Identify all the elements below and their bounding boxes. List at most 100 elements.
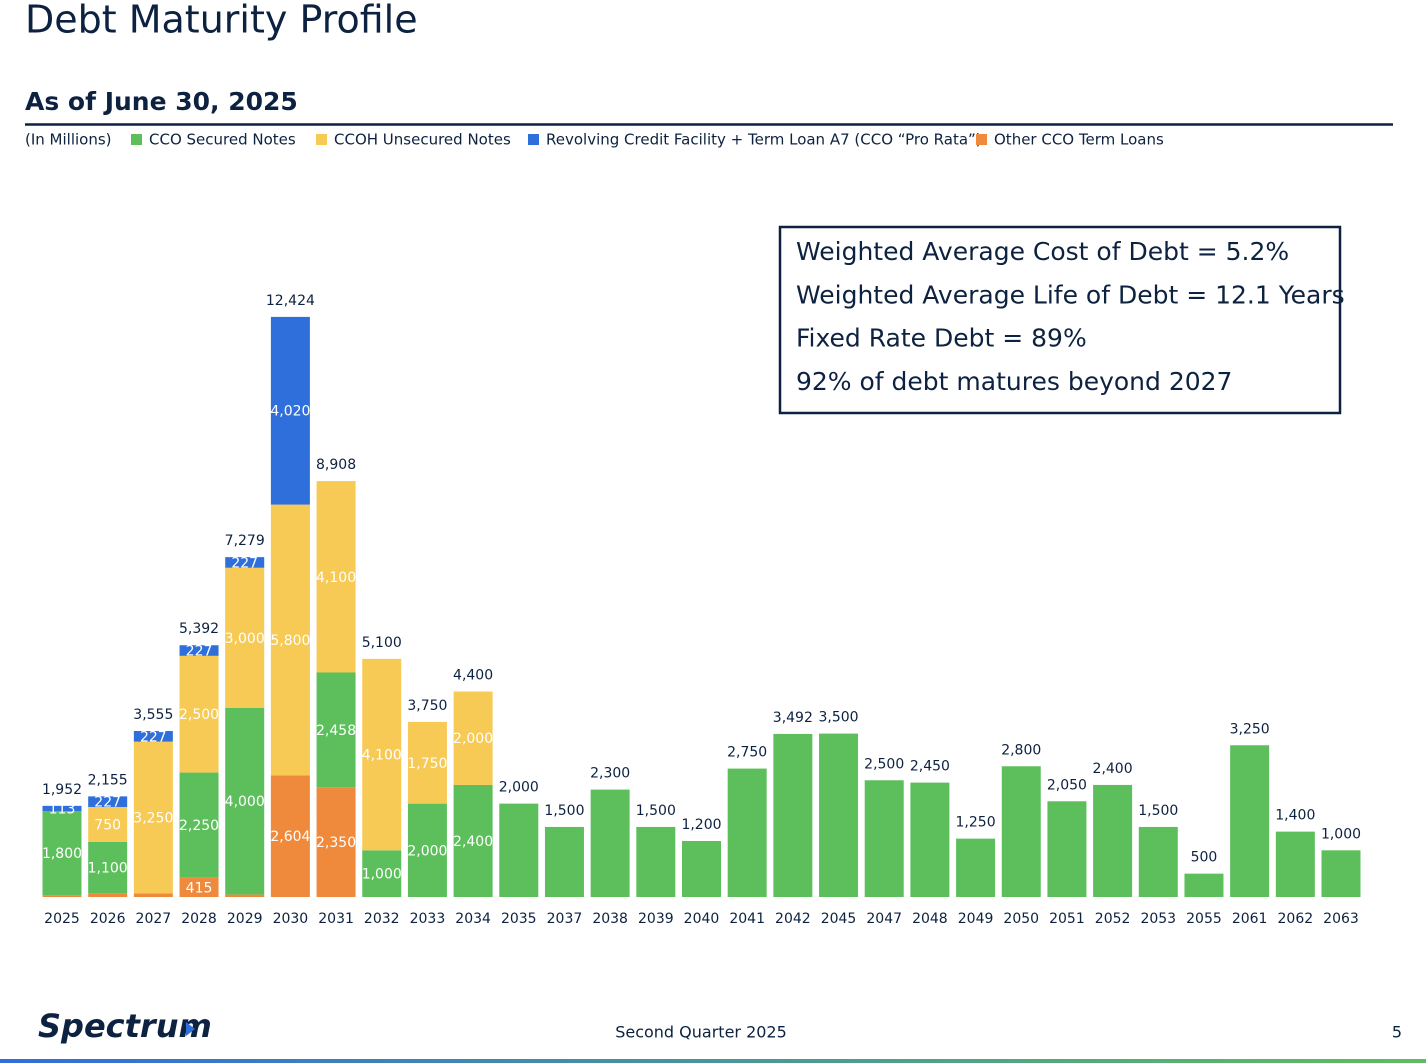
annotation: Weighted Average Life of Debt = 12.1 Yea… [796, 280, 1345, 309]
x-tick-label: 2029 [227, 911, 263, 927]
bar-segment [1093, 784, 1133, 897]
x-tick-label: 2063 [1323, 911, 1359, 927]
bar-segment [453, 691, 493, 785]
bar-segment [1047, 801, 1087, 897]
bar-segment [407, 721, 447, 804]
bar-segment [316, 481, 356, 673]
bar-segment [1001, 766, 1041, 897]
bar-segment [1184, 873, 1224, 897]
bar-segment [1275, 831, 1315, 897]
total-label: 3,492 [773, 710, 813, 726]
total-label: 1,200 [681, 817, 721, 833]
bar-segment [133, 731, 173, 742]
legend-swatch [316, 134, 327, 145]
segment-label: 750 [94, 817, 121, 833]
total-label: 1,500 [544, 803, 584, 819]
legend-label: CCOH Unsecured Notes [334, 131, 511, 149]
total-label: 1,500 [636, 803, 676, 819]
legend-swatch [976, 134, 987, 145]
bar-segment [179, 877, 219, 897]
total-label: 2,400 [1093, 761, 1133, 777]
bar-segment [819, 733, 859, 897]
bar-segment [590, 789, 630, 897]
x-tick-label: 2032 [364, 911, 400, 927]
total-label: 1,250 [956, 815, 996, 831]
bar-segment [727, 768, 767, 897]
legend-label: Other CCO Term Loans [994, 131, 1164, 149]
bar-segment [225, 894, 265, 897]
total-label: 2,155 [88, 772, 128, 788]
x-tick-label: 2031 [318, 911, 354, 927]
x-tick-label: 2053 [1140, 911, 1176, 927]
x-tick-label: 2030 [273, 911, 309, 927]
bar-segment [88, 806, 128, 842]
legend-label: Revolving Credit Facility + Term Loan A7… [546, 131, 982, 149]
bar-segment [88, 893, 128, 897]
bar-segment [864, 780, 904, 897]
segment-label: 2,458 [316, 723, 356, 739]
legend-label: CCO Secured Notes [149, 131, 296, 149]
total-label: 5,392 [179, 621, 219, 637]
total-label: 2,450 [910, 759, 950, 775]
segment-label: 227 [186, 644, 213, 660]
x-tick-label: 2027 [136, 911, 172, 927]
segment-label: 227 [94, 795, 121, 811]
x-tick-label: 2041 [729, 911, 765, 927]
x-tick-label: 2033 [410, 911, 446, 927]
x-tick-label: 2040 [684, 911, 720, 927]
x-tick-label: 2048 [912, 911, 948, 927]
total-label: 8,908 [316, 457, 356, 473]
bar-segment [544, 826, 584, 897]
total-label: 1,952 [42, 782, 82, 798]
bar-segment [270, 504, 310, 776]
units-note: (In Millions) [25, 131, 112, 149]
x-tick-label: 2039 [638, 911, 674, 927]
x-tick-label: 2042 [775, 911, 811, 927]
x-tick-label: 2028 [181, 911, 217, 927]
bar-segment [225, 707, 265, 895]
total-label: 3,500 [818, 710, 858, 726]
bar-segment [88, 796, 128, 807]
total-label: 1,500 [1138, 803, 1178, 819]
bar-segment [42, 805, 82, 812]
bar-segment [179, 645, 219, 656]
total-label: 3,250 [1230, 721, 1270, 737]
segment-label: 1,750 [407, 756, 447, 772]
bar-segment [1321, 850, 1361, 897]
footer-text: Second Quarter 2025 [615, 1023, 787, 1042]
bar-segment [956, 838, 996, 897]
x-tick-label: 2038 [592, 911, 628, 927]
legend-swatch [528, 134, 539, 145]
x-tick-label: 2051 [1049, 911, 1085, 927]
bar-segment [407, 803, 447, 897]
segment-label: 113 [49, 801, 76, 817]
x-tick-label: 2061 [1232, 911, 1268, 927]
x-tick-label: 2055 [1186, 911, 1222, 927]
bar-segment [773, 733, 813, 897]
x-tick-label: 2052 [1095, 911, 1131, 927]
bar-segment [225, 557, 265, 568]
bar-segment [1138, 826, 1178, 897]
annotation: Fixed Rate Debt = 89% [796, 324, 1087, 353]
bottom-bar [0, 1059, 1426, 1063]
segment-label: 415 [186, 880, 213, 896]
bar-segment [42, 811, 82, 896]
x-tick-label: 2045 [821, 911, 857, 927]
total-label: 3,750 [407, 698, 447, 714]
x-tick-label: 2037 [547, 911, 583, 927]
total-label: 4,400 [453, 668, 493, 684]
page-number: 5 [1392, 1023, 1402, 1042]
bar-segment [133, 893, 173, 897]
segment-label: 227 [140, 729, 167, 745]
bar-segment [636, 826, 676, 897]
bar-segment [270, 316, 310, 505]
x-tick-label: 2050 [1003, 911, 1039, 927]
x-tick-label: 2026 [90, 911, 126, 927]
subtitle: As of June 30, 2025 [25, 87, 298, 116]
bar-segment [682, 840, 721, 897]
total-label: 500 [1191, 850, 1218, 866]
total-label: 7,279 [225, 533, 265, 549]
segment-label: 4,100 [362, 748, 402, 764]
annotation: 92% of debt matures beyond 2027 [796, 367, 1232, 396]
